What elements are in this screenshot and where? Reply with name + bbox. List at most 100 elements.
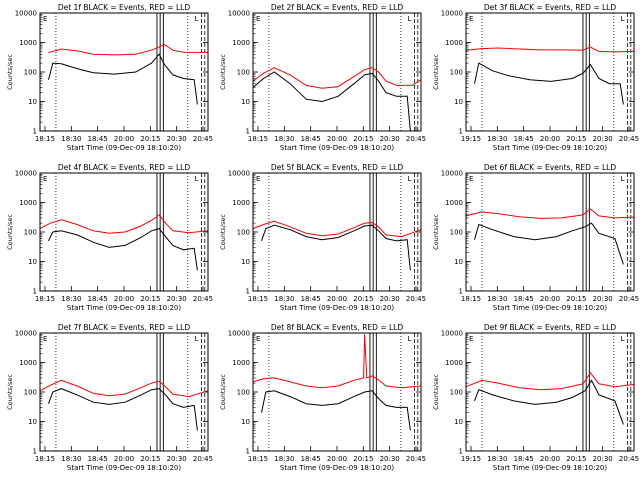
x-tick-label: 18:45 [301,135,321,143]
x-tick-label: 18:15 [248,455,268,463]
y-axis-label: Counts/sec [432,374,440,410]
subplot-det-1: Det 1f BLACK = Events, RED = LLD 1 10 100 10… [6,3,213,152]
y-tick-label: 10 [241,258,250,266]
y-tick-label: 1 [246,128,250,136]
y-tick-label: 10 [454,98,463,106]
y-tick-label: 100 [237,229,250,237]
x-axis-label: Start Time (09-Dec-09 18:10:20) [280,464,394,472]
y-tick-label: 1000 [232,39,250,47]
x-tick-label: 19:15 [461,135,481,143]
x-tick-label: 20:15 [353,295,373,303]
y-axis-label: Counts/sec [6,374,14,410]
y-tick-label: 1000 [232,359,250,367]
subplot-det-5: Det 5f BLACK = Events, RED = LLD 1 10 100 10… [219,163,426,312]
x-axis-label: Start Time (09-Dec-09 18:10:20) [67,304,181,312]
y-tick-label: 100 [24,69,37,77]
y-tick-label: 10 [241,418,250,426]
x-tick-label: 18:15 [461,295,481,303]
y-tick-label: 10 [28,418,37,426]
x-tick-label: 20:30 [593,455,613,463]
x-tick-label: 18:45 [301,455,321,463]
series-lld [465,208,635,219]
x-axis-label: Start Time (09-Dec-09 18:10:20) [67,464,181,472]
y-tick-label: 10000 [15,10,37,18]
y-tick-label: 1 [33,288,37,296]
corner-label-e: E [43,175,47,183]
y-tick-label: 100 [24,229,37,237]
y-tick-label: 10 [28,258,37,266]
x-tick-label: 20:45 [193,295,213,303]
series-events [48,53,198,105]
y-axis-label: Counts/sec [432,214,440,250]
series-events [261,224,411,271]
y-tick-label: 1 [459,128,463,136]
y-tick-label: 10 [454,418,463,426]
x-tick-label: 19:15 [461,455,481,463]
x-tick-label: 18:30 [61,295,81,303]
x-tick-label: 18:30 [487,295,507,303]
series-lld [48,44,208,56]
series-events [474,62,624,105]
y-tick-label: 10000 [228,170,250,178]
x-tick-label: 18:45 [88,135,108,143]
x-tick-label: 20:30 [380,455,400,463]
x-tick-label: 18:30 [61,455,81,463]
y-axis-label: Counts/sec [6,214,14,250]
x-tick-label: 18:45 [301,295,321,303]
x-tick-label: 20:30 [380,295,400,303]
x-tick-label: 20:00 [540,295,560,303]
x-tick-label: 20:30 [167,455,187,463]
subplot-title: Det 3f BLACK = Events, RED = LLD [484,3,617,12]
series-lld [39,214,209,234]
y-tick-label: 10 [454,258,463,266]
corner-label-l: L [408,15,412,23]
x-tick-label: 18:15 [248,295,268,303]
series-events [48,228,198,271]
corner-label-l: L [621,335,625,343]
x-tick-label: 18:30 [274,295,294,303]
y-tick-label: 10000 [441,330,463,338]
plot-frame [252,172,422,292]
y-tick-label: 100 [450,389,463,397]
subplot-title: Det 4f BLACK = Events, RED = LLD [58,163,191,172]
subplot-det-6: Det 6f BLACK = Events, RED = LLD 1 10 100 10… [432,163,639,312]
y-axis-label: Counts/sec [432,54,440,90]
x-tick-label: 18:30 [274,455,294,463]
subplot-title: Det 6f BLACK = Events, RED = LLD [484,163,617,172]
series-lld [252,220,422,238]
x-tick-label: 20:30 [167,295,187,303]
x-tick-label: 20:45 [406,135,426,143]
x-tick-label: 18:15 [35,135,55,143]
subplot-title: Det 1f BLACK = Events, RED = LLD [58,3,191,12]
x-tick-label: 20:45 [619,295,639,303]
plot-frame [39,12,209,132]
x-tick-label: 20:15 [140,455,160,463]
x-tick-label: 20:30 [167,135,187,143]
x-tick-label: 20:30 [593,295,613,303]
plot-frame [39,332,209,452]
y-tick-label: 100 [450,229,463,237]
y-tick-label: 1000 [445,199,463,207]
x-tick-label: 20:00 [114,295,134,303]
x-tick-label: 20:00 [114,135,134,143]
x-tick-label: 20:00 [327,295,347,303]
series-events [261,390,411,431]
y-tick-label: 1 [459,288,463,296]
corner-label-l: L [621,175,625,183]
y-tick-label: 1000 [19,359,37,367]
x-axis-label: Start Time (09-Dec-09 18:10:20) [67,144,181,152]
y-tick-label: 1000 [19,199,37,207]
corner-label-e: E [256,335,260,343]
y-tick-label: 10000 [441,10,463,18]
corner-label-e: E [43,335,47,343]
subplot-title: Det 7f BLACK = Events, RED = LLD [58,323,191,332]
x-tick-label: 20:15 [566,455,586,463]
y-axis-label: Counts/sec [219,54,227,90]
x-tick-label: 18:15 [35,295,55,303]
y-tick-label: 1 [246,448,250,456]
x-tick-label: 20:15 [140,295,160,303]
y-tick-label: 1 [33,448,37,456]
series-lld [39,379,209,398]
x-tick-label: 20:45 [406,455,426,463]
x-tick-label: 18:45 [514,295,534,303]
